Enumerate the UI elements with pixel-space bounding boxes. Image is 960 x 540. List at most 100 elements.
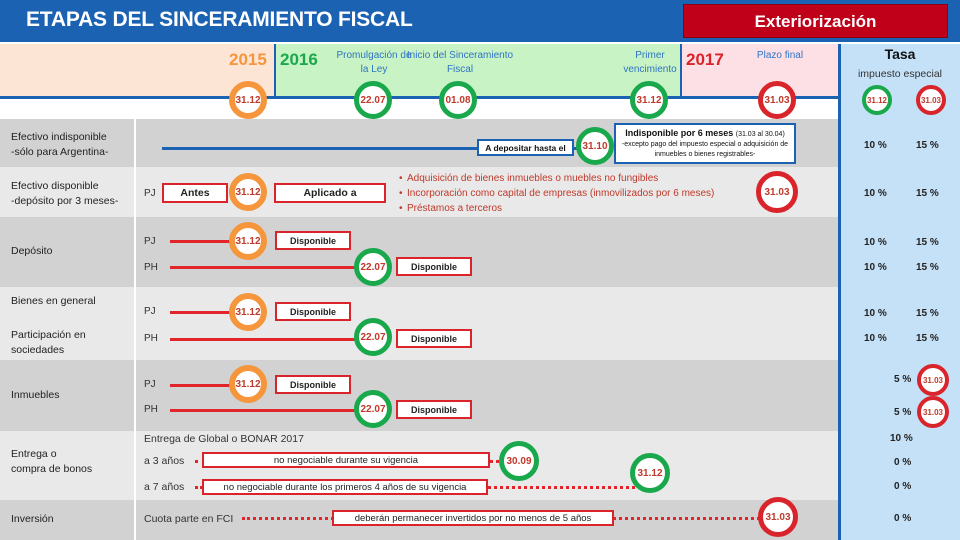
row3-label: Depósito (11, 245, 53, 257)
header-tasa: Tasa (884, 46, 916, 62)
divider-2016 (274, 44, 276, 96)
band-2017 (682, 44, 838, 96)
row3-rate-2a: 10 % (864, 262, 887, 273)
bullet-1: Adquisición de bienes inmuebles o mueble… (399, 171, 714, 186)
row3-rate-2b: 15 % (916, 262, 939, 273)
row5-tasa-circle-2: 31.03 (917, 396, 949, 428)
year-2015: 2015 (229, 50, 267, 69)
row5-ph: PH (144, 404, 158, 415)
row-bg-4 (0, 287, 838, 360)
label-divider (134, 119, 136, 540)
row1-label: Efectivo indisponible -sólo para Argentin… (11, 131, 109, 158)
row2-end-circle: 31.03 (756, 171, 798, 213)
date-circle-01-08: 01.08 (439, 81, 477, 119)
row4-date-2: 22.07 (354, 318, 392, 356)
header-impuesto: impuesto especial (857, 68, 943, 80)
row5-pj: PJ (144, 379, 156, 390)
row6-a3-date: 30.09 (499, 441, 539, 481)
tasa-divider (838, 44, 841, 540)
bullet-2: Incorporación como capital de empresas (… (399, 186, 714, 201)
row4-rate-1a: 10 % (864, 308, 887, 319)
tasa-circle-31-03: 31.03 (916, 85, 946, 115)
timeline-line (0, 96, 838, 99)
row6-a3-box: no negociable durante su vigencia (202, 452, 490, 468)
tasa-circle-31-12: 31.12 (862, 85, 892, 115)
row-bg-3 (0, 217, 838, 287)
band-2016 (274, 44, 682, 96)
row6-label: Entrega o compra de bonos (11, 448, 93, 475)
row4-ph: PH (144, 333, 158, 344)
row2-antes-box: Antes (162, 183, 228, 203)
row1-rate-2: 15 % (916, 140, 939, 151)
row4-rate-2b: 15 % (916, 333, 939, 344)
row6-a7-date: 31.12 (630, 453, 670, 493)
row7-fci: Cuota parte en FCI (144, 513, 234, 525)
row6-rate-head: 10 % (890, 433, 913, 444)
date-circle-31-03: 31.03 (758, 81, 796, 119)
row3-date-2: 22.07 (354, 248, 392, 286)
row7-rate: 0 % (894, 513, 912, 524)
section-badge: Exteriorización (683, 4, 948, 38)
year-2017: 2017 (686, 50, 724, 69)
row2-date-circle: 31.12 (229, 173, 267, 211)
row6-heading: Entrega de Global o BONAR 2017 (144, 433, 304, 445)
row5-rate-1: 5 % (894, 374, 912, 385)
year-2016: 2016 (280, 50, 318, 69)
row3-line-pj (170, 240, 232, 243)
row5-rate-2: 5 % (894, 407, 912, 418)
tasa-column (840, 44, 960, 540)
row4-label-1: Bienes en general (11, 295, 96, 307)
row3-rate-1b: 15 % (916, 237, 939, 248)
row1-deposit-box: A depositar hasta el (477, 139, 574, 156)
row3-line-ph (170, 266, 358, 269)
row7-date: 31.03 (758, 497, 798, 537)
row6-rate-2: 0 % (894, 481, 912, 492)
date-circle-31-12-2015: 31.12 (229, 81, 267, 119)
row6-rate-1: 0 % (894, 457, 912, 468)
row3-rate-1a: 10 % (864, 237, 887, 248)
row3-disponible-2: Disponible (396, 257, 472, 276)
row5-line-ph (170, 409, 358, 412)
divider-2017 (680, 44, 682, 96)
bullet-3: Préstamos a terceros (399, 201, 714, 216)
row1-rate-1: 10 % (864, 140, 887, 151)
row4-line-pj (170, 311, 232, 314)
row4-rate-2a: 10 % (864, 333, 887, 344)
row4-label-2: Participación en sociedades (11, 329, 86, 356)
row5-date-1: 31.12 (229, 365, 267, 403)
row4-date-1: 31.12 (229, 293, 267, 331)
row1-date-circle: 31.10 (576, 127, 614, 165)
row6-a3-label: a 3 años (144, 455, 185, 467)
row2-bullets: Adquisición de bienes inmuebles o mueble… (399, 171, 714, 216)
page-title: ETAPAS DEL SINCERAMIENTO FISCAL (26, 8, 413, 31)
row5-disponible-2: Disponible (396, 400, 472, 419)
row6-a7-box: no negociable durante los primeros 4 año… (202, 479, 488, 495)
header-plazo: Plazo final (756, 50, 804, 61)
row5-label: Inmuebles (11, 389, 60, 401)
date-circle-22-07: 22.07 (354, 81, 392, 119)
row1-indisponible-box: Indisponible por 6 meses (31.03 al 30.04… (614, 123, 796, 164)
row5-disponible-1: Disponible (275, 375, 351, 394)
row4-disponible-2: Disponible (396, 329, 472, 348)
row6-a7-label: a 7 años (144, 481, 185, 493)
row3-disponible-1: Disponible (275, 231, 351, 250)
row1-line (162, 147, 592, 150)
row2-pj: PJ (144, 188, 156, 199)
header-primer: Primer vencimiento (623, 50, 677, 75)
row4-disponible-1: Disponible (275, 302, 351, 321)
header-promulgacion: Promulgación de la Ley (336, 50, 412, 75)
row5-line-pj (170, 384, 232, 387)
row3-pj: PJ (144, 236, 156, 247)
row3-ph: PH (144, 262, 158, 273)
band-2015 (0, 44, 274, 96)
row2-label: Efectivo disponible -depósito por 3 meses… (11, 180, 119, 207)
date-circle-31-12-2016: 31.12 (630, 81, 668, 119)
row5-tasa-circle-1: 31.03 (917, 364, 949, 396)
row2-rate-1: 10 % (864, 188, 887, 199)
row-bg-5 (0, 360, 838, 431)
row5-date-2: 22.07 (354, 390, 392, 428)
header-inicio: Inicio del Sinceramiento Fiscal (406, 50, 514, 75)
row7-box: deberán permanecer invertidos por no men… (332, 510, 614, 526)
row4-line-ph (170, 338, 358, 341)
